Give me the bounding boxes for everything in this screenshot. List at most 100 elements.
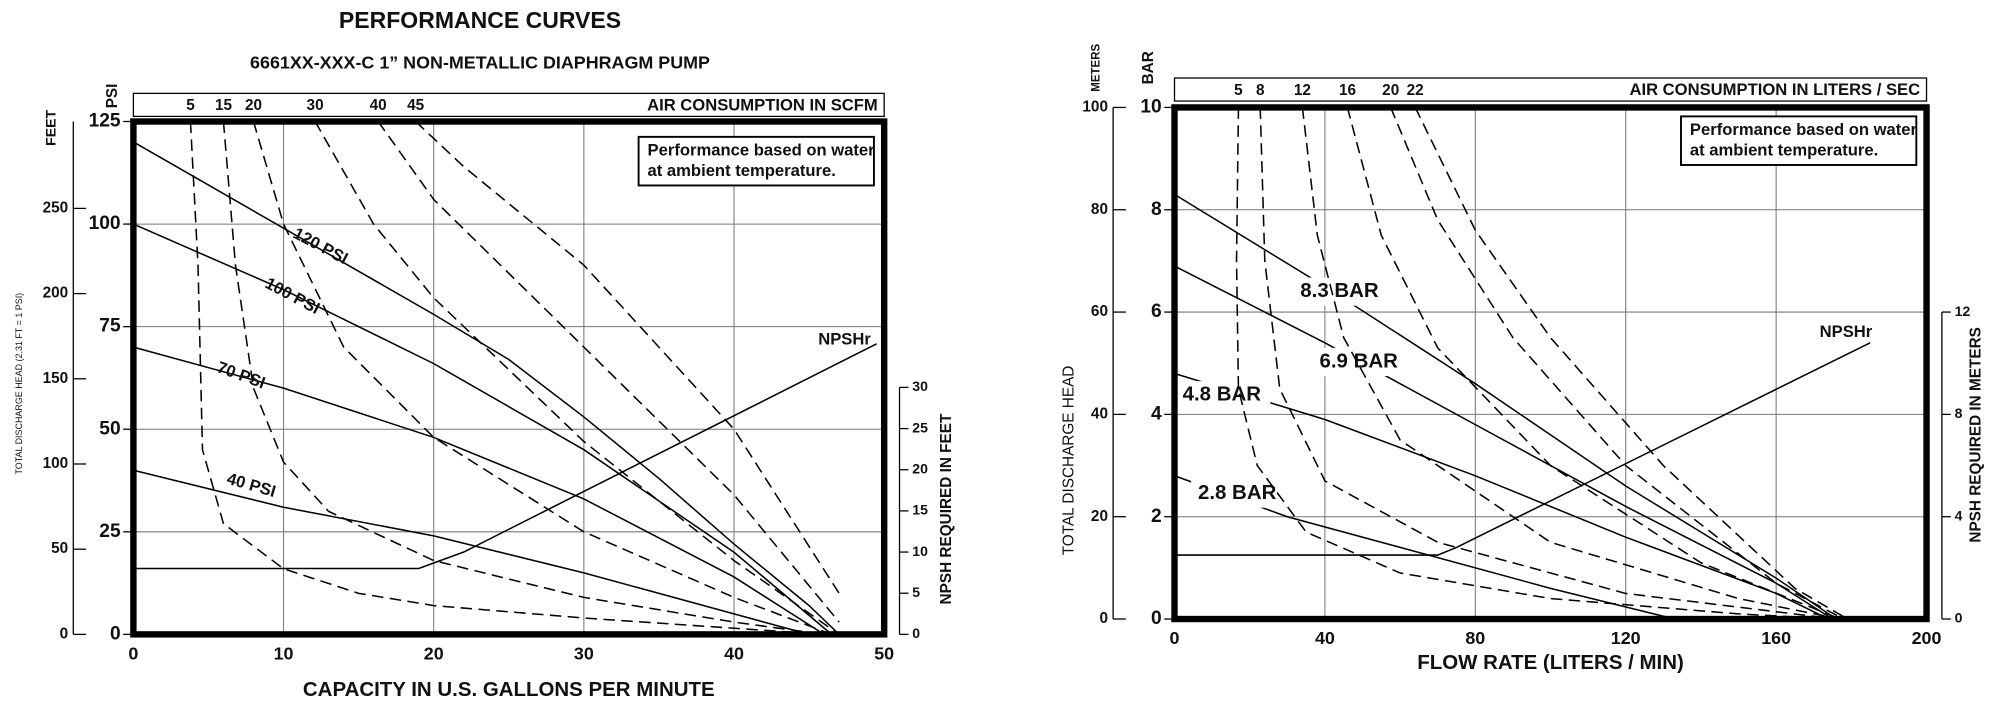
x-tick-label: 50 xyxy=(874,644,894,664)
y-tick-label: 4 xyxy=(1151,403,1162,424)
air-consumption-label: 12 xyxy=(1294,82,1311,99)
note-text: at ambient temperature. xyxy=(1690,140,1878,159)
curve-label-bg xyxy=(1293,277,1389,306)
y2-tick-label: 8 xyxy=(1955,405,1963,421)
head-curve xyxy=(133,346,825,636)
y-tick-label: 10 xyxy=(1140,96,1161,117)
y3-tick-label: 20 xyxy=(1091,508,1108,525)
y3-tick-label: 100 xyxy=(1082,98,1108,115)
curve-label-bg xyxy=(1312,347,1408,377)
y3-tick-label: 150 xyxy=(43,370,69,387)
y-tick-label: 6 xyxy=(1151,301,1162,322)
y-unit-label: PSI xyxy=(104,84,121,109)
x-tick-label: 30 xyxy=(574,644,594,664)
y2-tick-label: 0 xyxy=(1955,610,1963,626)
plot-border xyxy=(130,118,888,638)
curve-label-bg xyxy=(1175,381,1271,410)
head-curve xyxy=(133,343,877,570)
air-consumption-label: 16 xyxy=(1339,82,1356,99)
curve-label: 40 PSI xyxy=(225,469,278,501)
air-consumption-label: 5 xyxy=(1234,82,1243,99)
air-consumption-curve xyxy=(252,121,832,636)
note-text: Performance based on water xyxy=(648,140,876,159)
curve-label: 70 PSI xyxy=(215,358,268,393)
curve-label: 2.8 BAR xyxy=(1198,481,1277,504)
x-axis-title: CAPACITY IN U.S. GALLONS PER MINUTE xyxy=(303,678,715,701)
y-tick-label: 0 xyxy=(1151,608,1162,629)
y2-tick-label: 30 xyxy=(912,378,928,394)
y2-tick-label: 5 xyxy=(912,584,920,600)
y3-unit-label: METERS xyxy=(1091,43,1103,91)
air-consumption-label: 20 xyxy=(1382,82,1399,99)
y-tick-label: 50 xyxy=(99,418,120,439)
y2-tick-label: 12 xyxy=(1955,303,1971,319)
x-tick-label: 20 xyxy=(424,644,444,664)
y3-unit-label: FEET xyxy=(42,110,58,146)
x-tick-label: 0 xyxy=(128,644,138,664)
chart-panel: PERFORMANCE CURVES 6661XX-XXX-C 1” NON-ME… xyxy=(14,7,955,701)
air-consumption-curve xyxy=(377,121,840,623)
y3-tick-label: 50 xyxy=(51,540,68,557)
curve-label: 100 PSI xyxy=(262,273,323,318)
y-unit-label: BAR xyxy=(1140,51,1157,84)
air-consumption-label: 40 xyxy=(370,97,387,114)
air-consumption-label: 15 xyxy=(215,97,233,114)
y3-tick-label: 80 xyxy=(1091,201,1108,218)
air-consumption-label: 45 xyxy=(407,97,425,114)
y3-tick-label: 0 xyxy=(1099,610,1108,627)
air-consumption-label: 8 xyxy=(1256,82,1265,99)
air-consumption-title: AIR CONSUMPTION IN LITERS / SEC xyxy=(1629,80,1920,99)
curve-label-bg xyxy=(1191,479,1286,508)
y3-tick-label: 250 xyxy=(43,199,69,216)
air-consumption-curve xyxy=(1346,107,1841,620)
air-consumption-curve xyxy=(1414,107,1849,620)
air-consumption-bar xyxy=(132,92,885,118)
y2-axis-title: NPSH REQUIRED IN FEET xyxy=(938,413,955,604)
y-tick-label: 75 xyxy=(99,316,121,337)
y2-tick-label: 25 xyxy=(912,419,928,435)
note-text: at ambient temperature. xyxy=(648,161,836,180)
curve-label: 4.8 BAR xyxy=(1183,383,1262,406)
head-curve xyxy=(133,141,840,635)
y-tick-label: 100 xyxy=(89,213,121,234)
curve-label: NPSHr xyxy=(1820,322,1873,341)
x-tick-label: 160 xyxy=(1761,628,1791,648)
x-tick-label: 40 xyxy=(1315,628,1335,648)
air-consumption-label: 20 xyxy=(245,97,262,114)
y3-tick-label: 60 xyxy=(1091,303,1108,320)
air-consumption-curve xyxy=(1259,107,1837,620)
air-consumption-curve xyxy=(222,121,825,636)
head-curve xyxy=(1174,193,1837,620)
note-box xyxy=(1680,115,1918,166)
curve-label: 6.9 BAR xyxy=(1319,349,1398,372)
y-axis-title: TOTAL DISCHARGE HEAD (2.31 FT = 1 PSI) xyxy=(14,293,24,475)
curve-label: 8.3 BAR xyxy=(1300,279,1379,302)
air-consumption-curve xyxy=(415,120,840,594)
y2-axis-title: NPSH REQUIRED IN METERS xyxy=(1967,327,1984,542)
y-tick-label: 125 xyxy=(89,111,121,132)
y-axis-title: TOTAL DISCHARGE HEAD xyxy=(1061,366,1078,556)
curve-label: 120 PSI xyxy=(290,224,351,269)
y-tick-label: 0 xyxy=(110,623,121,644)
air-consumption-curve xyxy=(1301,107,1841,620)
air-consumption-label: 30 xyxy=(307,97,324,114)
y3-tick-label: 0 xyxy=(60,625,69,642)
chart-panel: 0 40 80 120 160 200024681002040608010004812TO… xyxy=(1061,43,1985,674)
x-tick-label: 80 xyxy=(1465,628,1485,648)
plot-border xyxy=(1171,104,1930,623)
head-curve xyxy=(133,223,833,635)
x-tick-label: 40 xyxy=(724,644,744,664)
y-tick-label: 25 xyxy=(99,521,121,542)
air-consumption-bar xyxy=(1173,77,1928,102)
x-axis-title: FLOW RATE (LITERS / MIN) xyxy=(1417,651,1684,674)
chart-subtitle: 6661XX-XXX-C 1” NON-METALLIC DIAPHRAGM P… xyxy=(250,53,710,73)
curve-label: NPSHr xyxy=(818,330,871,349)
air-consumption-curve xyxy=(1235,107,1837,620)
y3-tick-label: 100 xyxy=(43,455,69,472)
y2-tick-label: 4 xyxy=(1955,507,1963,523)
air-consumption-label: 5 xyxy=(186,97,195,114)
y2-tick-label: 10 xyxy=(912,543,928,559)
y2-tick-label: 0 xyxy=(912,625,920,641)
chart-title: PERFORMANCE CURVES xyxy=(339,7,621,33)
